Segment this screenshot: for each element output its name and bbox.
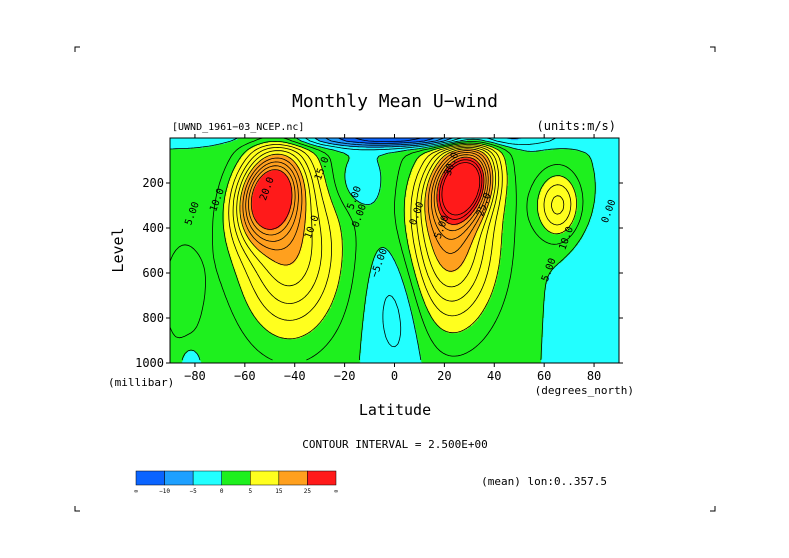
shaded-wind-field — [170, 138, 619, 363]
x-tick-label: 80 — [587, 369, 601, 383]
colorbar-swatch — [250, 470, 280, 486]
x-tick-label: 0 — [391, 369, 398, 383]
y-tick-label: 400 — [142, 221, 164, 235]
x-tick-label: 60 — [537, 369, 551, 383]
contour-lines — [170, 138, 596, 361]
contour-line — [222, 141, 577, 340]
x-tick-label: −60 — [234, 369, 256, 383]
contour-line — [305, 138, 556, 348]
contour-line — [242, 150, 491, 254]
y-tick-label: 200 — [142, 176, 164, 190]
colorbar-swatch — [221, 470, 251, 486]
x-tick-label: −20 — [334, 369, 356, 383]
contour-line — [250, 156, 485, 230]
contour-line — [441, 162, 481, 216]
colorbar-swatch — [307, 470, 337, 486]
colorbar-label: 15 — [275, 488, 283, 495]
x-tick-label: 20 — [437, 369, 451, 383]
footer-label: (mean) lon:0..357.5 — [481, 475, 607, 488]
colorbar-label: ∞ — [334, 488, 338, 495]
x-tick-label: −80 — [184, 369, 206, 383]
y-units-label: (millibar) — [108, 376, 174, 389]
y-axis-ticks: 200 400 600 800 1000 — [135, 176, 623, 370]
contour-interval-label: CONTOUR INTERVAL = 2.500E+00 — [302, 438, 487, 451]
colorbar-label: −5 — [190, 488, 198, 495]
contour-line — [232, 145, 565, 304]
contour-line — [236, 146, 496, 288]
y-tick-label: 800 — [142, 311, 164, 325]
colorbar-swatch — [135, 470, 165, 486]
y-axis-label: Level — [109, 227, 127, 272]
colorbar: ∞ −10 −5 0 5 15 25 ∞ — [134, 470, 338, 495]
colorbar-swatch — [192, 470, 222, 486]
colorbar-swatch — [278, 470, 308, 486]
x-tick-label: −40 — [284, 369, 306, 383]
y-tick-label: 1000 — [135, 356, 164, 370]
units-label: (units:m/s) — [537, 119, 616, 133]
file-label: [UWND_1961−03_NCEP.nc] — [172, 122, 304, 133]
crop-marks — [74, 46, 716, 512]
colorbar-label: 25 — [304, 488, 312, 495]
contour-line — [239, 148, 494, 272]
x-axis-label: Latitude — [359, 401, 431, 419]
y-tick-label: 600 — [142, 266, 164, 280]
colorbar-swatch — [164, 470, 194, 486]
contour-line — [228, 144, 572, 321]
x-axis-ticks: −80 −60 −40 −20 0 20 40 60 80 — [184, 134, 601, 383]
colorbar-label: 0 — [220, 488, 224, 495]
contour-line — [245, 152, 489, 242]
contour-line — [439, 159, 483, 220]
x-tick-label: 40 — [487, 369, 501, 383]
contour-line — [248, 154, 487, 236]
contour-line — [170, 138, 596, 361]
contour-line — [170, 138, 584, 361]
colorbar-label: ∞ — [134, 488, 138, 495]
x-units-label: (degrees_north) — [535, 384, 634, 397]
colorbar-label: −10 — [159, 488, 170, 495]
chart-title: Monthly Mean U−wind — [292, 91, 498, 112]
colorbar-label: 5 — [248, 488, 252, 495]
